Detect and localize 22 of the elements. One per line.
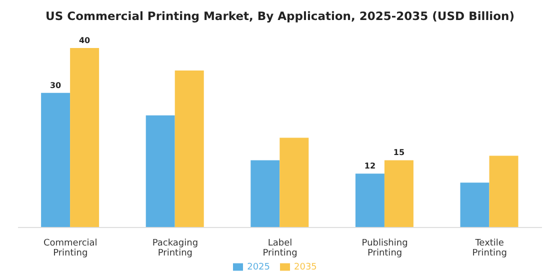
- bar: [384, 160, 414, 228]
- legend-label: 2025: [247, 262, 270, 272]
- x-tick-label: Packaging Printing: [152, 238, 198, 259]
- data-label: 40: [78, 36, 91, 45]
- bar: [41, 92, 70, 228]
- data-label: 15: [393, 148, 405, 158]
- x-tick-label: Label Printing: [262, 238, 298, 259]
- x-tick-label: Textile Printing: [472, 238, 507, 259]
- data-label: 30: [50, 80, 62, 90]
- bar: [250, 160, 280, 228]
- bar: [146, 115, 175, 228]
- chart-title: US Commercial Printing Market, By Application, 2025-2035 (USD Billion): [44, 8, 516, 25]
- x-tick-label: Publishing Printing: [362, 238, 408, 259]
- bar: [280, 138, 309, 228]
- bar: [489, 156, 518, 228]
- data-label: 12: [364, 162, 376, 171]
- bar: [70, 48, 100, 228]
- bar: [460, 182, 490, 228]
- legend-label: 2035: [294, 262, 317, 272]
- bar: [174, 70, 204, 228]
- bar: [355, 174, 384, 228]
- x-tick-label: Commercial Printing: [43, 238, 98, 259]
